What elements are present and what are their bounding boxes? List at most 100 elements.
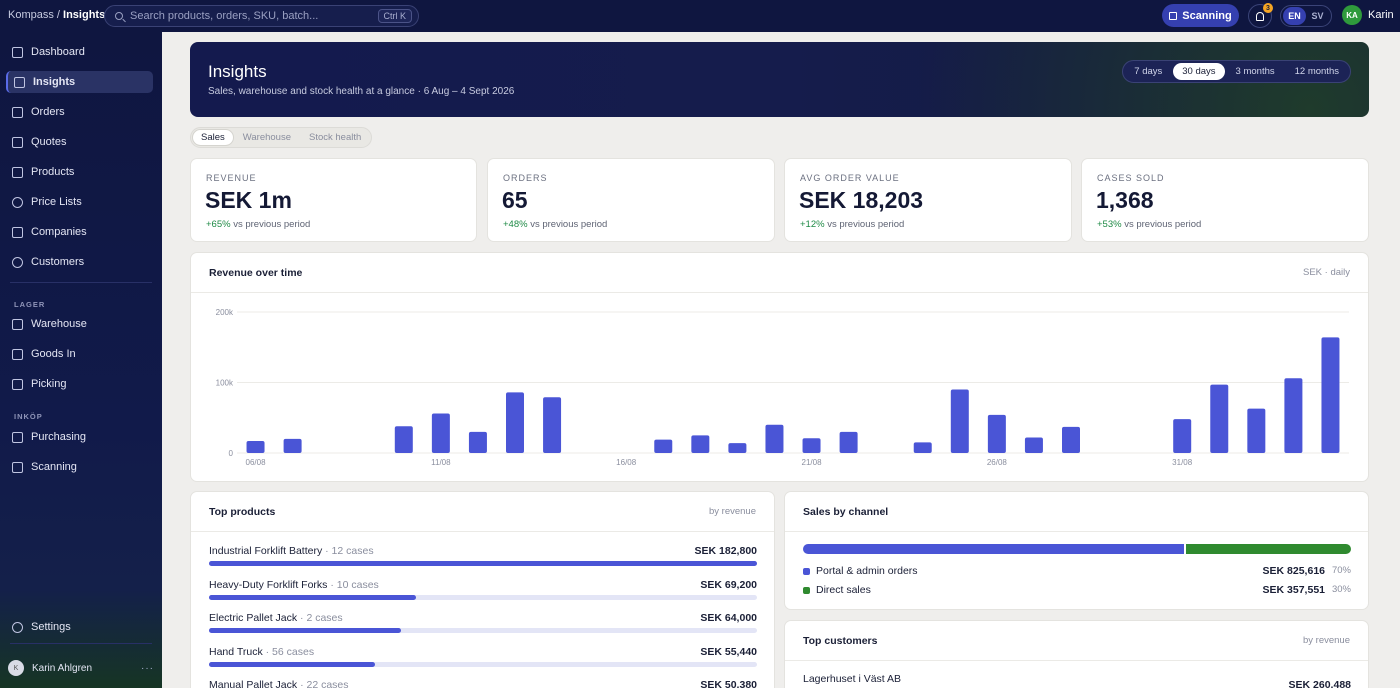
product-name: Heavy-Duty Forklift Forks · 10 cases [209,579,379,591]
product-name-text: Electric Pallet Jack [209,612,298,624]
revenue-bar[interactable] [246,441,265,453]
channel-name: Direct sales [816,584,871,596]
sidebar-item-customers[interactable]: Customers [6,251,153,273]
revenue-bar[interactable] [913,442,932,453]
product-row[interactable]: Manual Pallet Jack · 22 cases SEK 50,380 [209,679,757,688]
revenue-bar[interactable] [1024,437,1043,453]
sidebar-item-label: Companies [31,226,87,238]
chart-unit-note: SEK · daily [1303,267,1350,278]
revenue-bar[interactable] [283,438,302,453]
revenue-bar[interactable] [1062,426,1080,453]
sidebar-item-products[interactable]: Products [6,161,153,183]
revenue-bar[interactable] [431,413,450,453]
sidebar-item-warehouse[interactable]: Warehouse [6,313,153,335]
language-switcher: EN SV [1280,5,1332,27]
product-row[interactable]: Electric Pallet Jack · 2 cases SEK 64,000 [209,612,757,642]
channel-value: SEK 825,616 [1262,565,1325,577]
sidebar-item-quotes[interactable]: Quotes [6,131,153,153]
global-search-input[interactable]: Search products, orders, SKU, batch... C… [104,5,419,27]
sidebar-item-goods-in[interactable]: Goods In [6,343,153,365]
legend-swatch [803,568,810,575]
brand-name[interactable]: Kompass / [8,9,60,21]
scanning-button[interactable]: Scanning [1162,4,1239,27]
range-12-months[interactable]: 12 months [1294,66,1339,77]
avatar: KA [1342,5,1362,25]
sidebar-item-label: Settings [31,621,71,633]
cart-icon [12,106,23,118]
revenue-bar[interactable] [839,431,858,453]
kpi-change-text: vs previous period [827,219,905,230]
channel-percent: 70% [1331,565,1351,576]
sidebar-item-picking[interactable]: Picking [6,373,153,395]
sidebar-item-label: Orders [31,106,65,118]
range-7-days[interactable]: 7 days [1134,66,1163,77]
sales-by-channel-card: Sales by channel Portal & admin orders S… [784,491,1369,610]
revenue-bar[interactable] [654,439,673,453]
top-customers-card: Top customers by revenue Lagerhuset i Vä… [784,620,1369,688]
sidebar: Dashboard Insights Orders Quotes Product… [0,32,162,688]
kpi-change-pct: +53% [1097,219,1122,230]
lang-en-button[interactable]: EN [1283,7,1306,25]
sidebar-item-insights[interactable]: Insights [6,71,153,93]
sidebar-item-scanning[interactable]: Scanning [6,456,153,478]
sidebar-item-price-lists[interactable]: Price Lists [6,191,153,213]
range-30-days[interactable]: 30 days [1173,63,1225,80]
card-divider [785,531,1368,532]
sidebar-item-companies[interactable]: Companies [6,221,153,243]
revenue-bar[interactable] [765,424,784,453]
sidebar-item-dashboard[interactable]: Dashboard [6,41,153,63]
revenue-bar[interactable] [1173,419,1192,453]
card-divider [191,531,774,532]
product-row[interactable]: Industrial Forklift Battery · 12 cases SE… [209,545,757,575]
kpi-label: ORDERS [503,173,548,183]
channel-share-bar [803,544,1351,554]
more-icon[interactable]: ··· [141,662,154,674]
product-revenue: SEK 55,440 [700,645,757,658]
sidebar-user[interactable]: K Karin Ahlgren ··· [8,657,154,679]
revenue-bar[interactable] [1284,378,1303,453]
kpi-label: REVENUE [206,173,257,183]
sidebar-item-purchasing[interactable]: Purchasing [6,426,153,448]
product-row[interactable]: Hand Truck · 56 cases SEK 55,440 [209,646,757,676]
revenue-bar[interactable] [506,392,524,453]
revenue-bar[interactable] [987,414,1006,453]
sidebar-item-orders[interactable]: Orders [6,101,153,123]
kpi-change: +12% vs previous period [800,219,904,230]
lang-sv-button[interactable]: SV [1311,11,1324,21]
kpi-change-text: vs previous period [530,219,608,230]
range-3-months[interactable]: 3 months [1235,66,1275,77]
revenue-bar[interactable] [1247,408,1266,453]
kpi-card-revenue: REVENUE SEK 1m +65% vs previous period [190,158,477,242]
revenue-bar[interactable] [950,389,969,453]
revenue-bar[interactable] [728,443,747,453]
revenue-bar[interactable] [1210,384,1229,453]
tab-warehouse[interactable]: Warehouse [242,132,291,143]
card-title: Top products [209,506,276,518]
product-row[interactable]: Heavy-Duty Forklift Forks · 10 cases SEK … [209,579,757,609]
revenue-bar[interactable] [802,438,821,453]
product-cases: · 2 cases [300,612,343,624]
revenue-bar[interactable] [468,431,487,453]
scanning-button-label: Scanning [1182,9,1232,22]
search-placeholder: Search products, orders, SKU, batch... [130,10,319,22]
revenue-bar[interactable] [543,397,562,453]
scan-icon [12,461,23,473]
user-menu[interactable]: KA Karin [1342,5,1394,25]
revenue-bar[interactable] [691,435,710,453]
tag-icon [12,166,23,178]
notifications-button[interactable]: 3 [1248,3,1273,28]
kpi-value: 1,368 [1096,187,1154,213]
tab-sales[interactable]: Sales [193,130,233,145]
revenue-over-time-card: Revenue over time SEK · daily 0 100k 200k 0… [190,252,1369,482]
y-tick-label: 0 [229,449,234,458]
kpi-change: +53% vs previous period [1097,219,1201,230]
product-name-text: Hand Truck [209,645,263,658]
customer-row[interactable]: Lagerhuset i Väst AB SEK 260,488 [803,673,1351,688]
breadcrumb: Kompass / Insights [8,9,105,21]
revenue-bar[interactable] [1321,337,1340,453]
product-name: Electric Pallet Jack · 2 cases [209,612,343,624]
revenue-bar[interactable] [394,426,413,453]
sidebar-item-settings[interactable]: Settings [6,616,153,638]
product-share-track [209,594,757,600]
tab-stock-health[interactable]: Stock health [309,132,362,143]
